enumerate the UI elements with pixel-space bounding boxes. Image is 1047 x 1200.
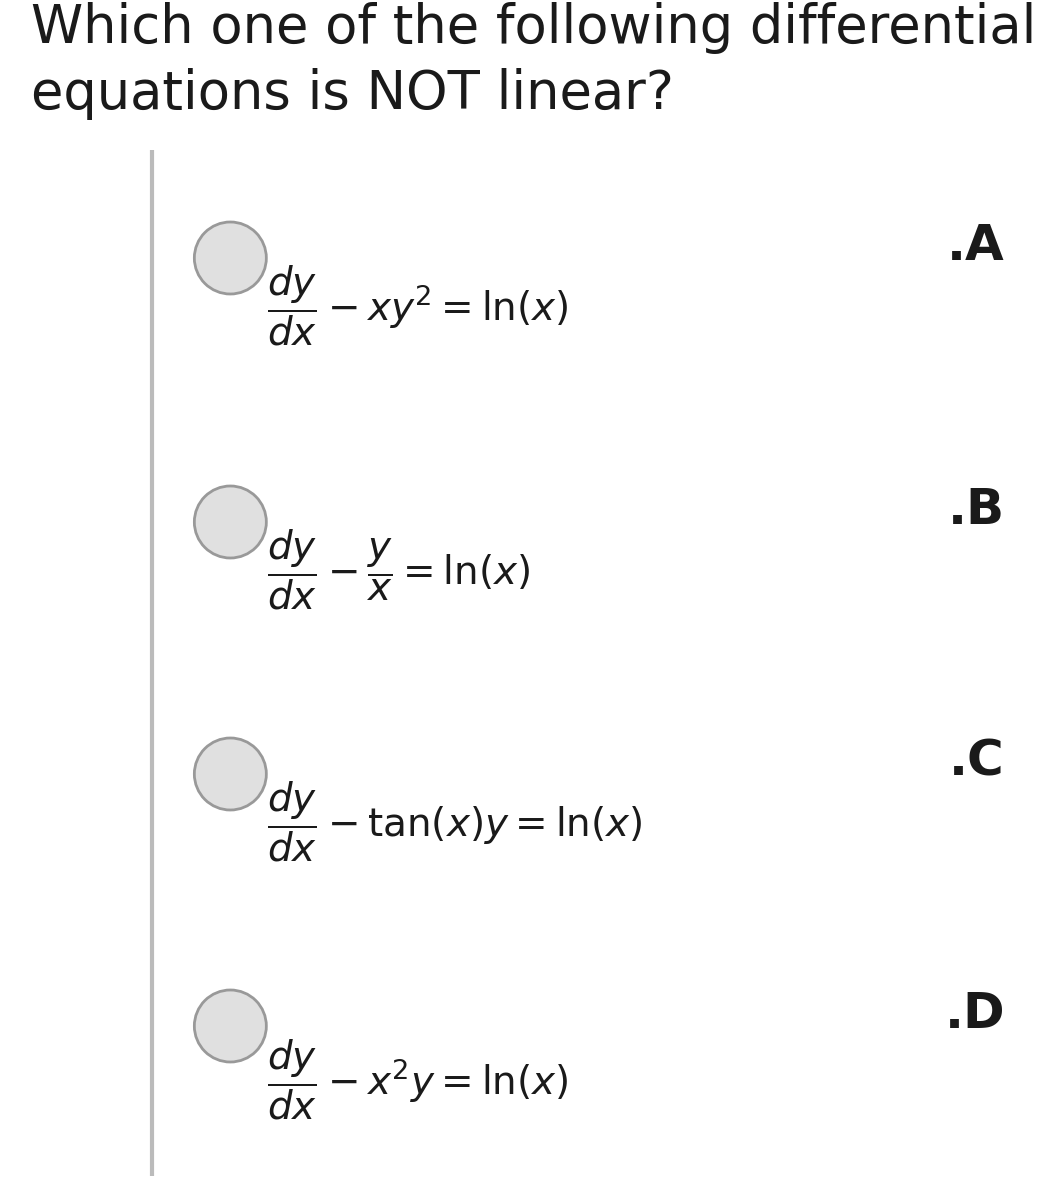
Text: .D: .D xyxy=(944,990,1005,1038)
Ellipse shape xyxy=(195,486,266,558)
Text: $\dfrac{dy}{dx} - \tan(x)y = \ln(x)$: $\dfrac{dy}{dx} - \tan(x)y = \ln(x)$ xyxy=(267,780,643,864)
Text: .C: .C xyxy=(950,738,1005,786)
Text: Which one of the following differential: Which one of the following differential xyxy=(31,2,1037,54)
Text: .A: .A xyxy=(948,222,1005,270)
Text: $\dfrac{dy}{dx} - \dfrac{y}{x} = \ln(x)$: $\dfrac{dy}{dx} - \dfrac{y}{x} = \ln(x)$ xyxy=(267,528,530,612)
Ellipse shape xyxy=(195,990,266,1062)
Text: equations is NOT linear?: equations is NOT linear? xyxy=(31,68,674,120)
Text: .B: .B xyxy=(948,486,1005,534)
Text: $\dfrac{dy}{dx} - xy^2 = \ln(x)$: $\dfrac{dy}{dx} - xy^2 = \ln(x)$ xyxy=(267,264,569,348)
Ellipse shape xyxy=(195,738,266,810)
Ellipse shape xyxy=(195,222,266,294)
Text: $\dfrac{dy}{dx} - x^2 y = \ln(x)$: $\dfrac{dy}{dx} - x^2 y = \ln(x)$ xyxy=(267,1038,569,1122)
